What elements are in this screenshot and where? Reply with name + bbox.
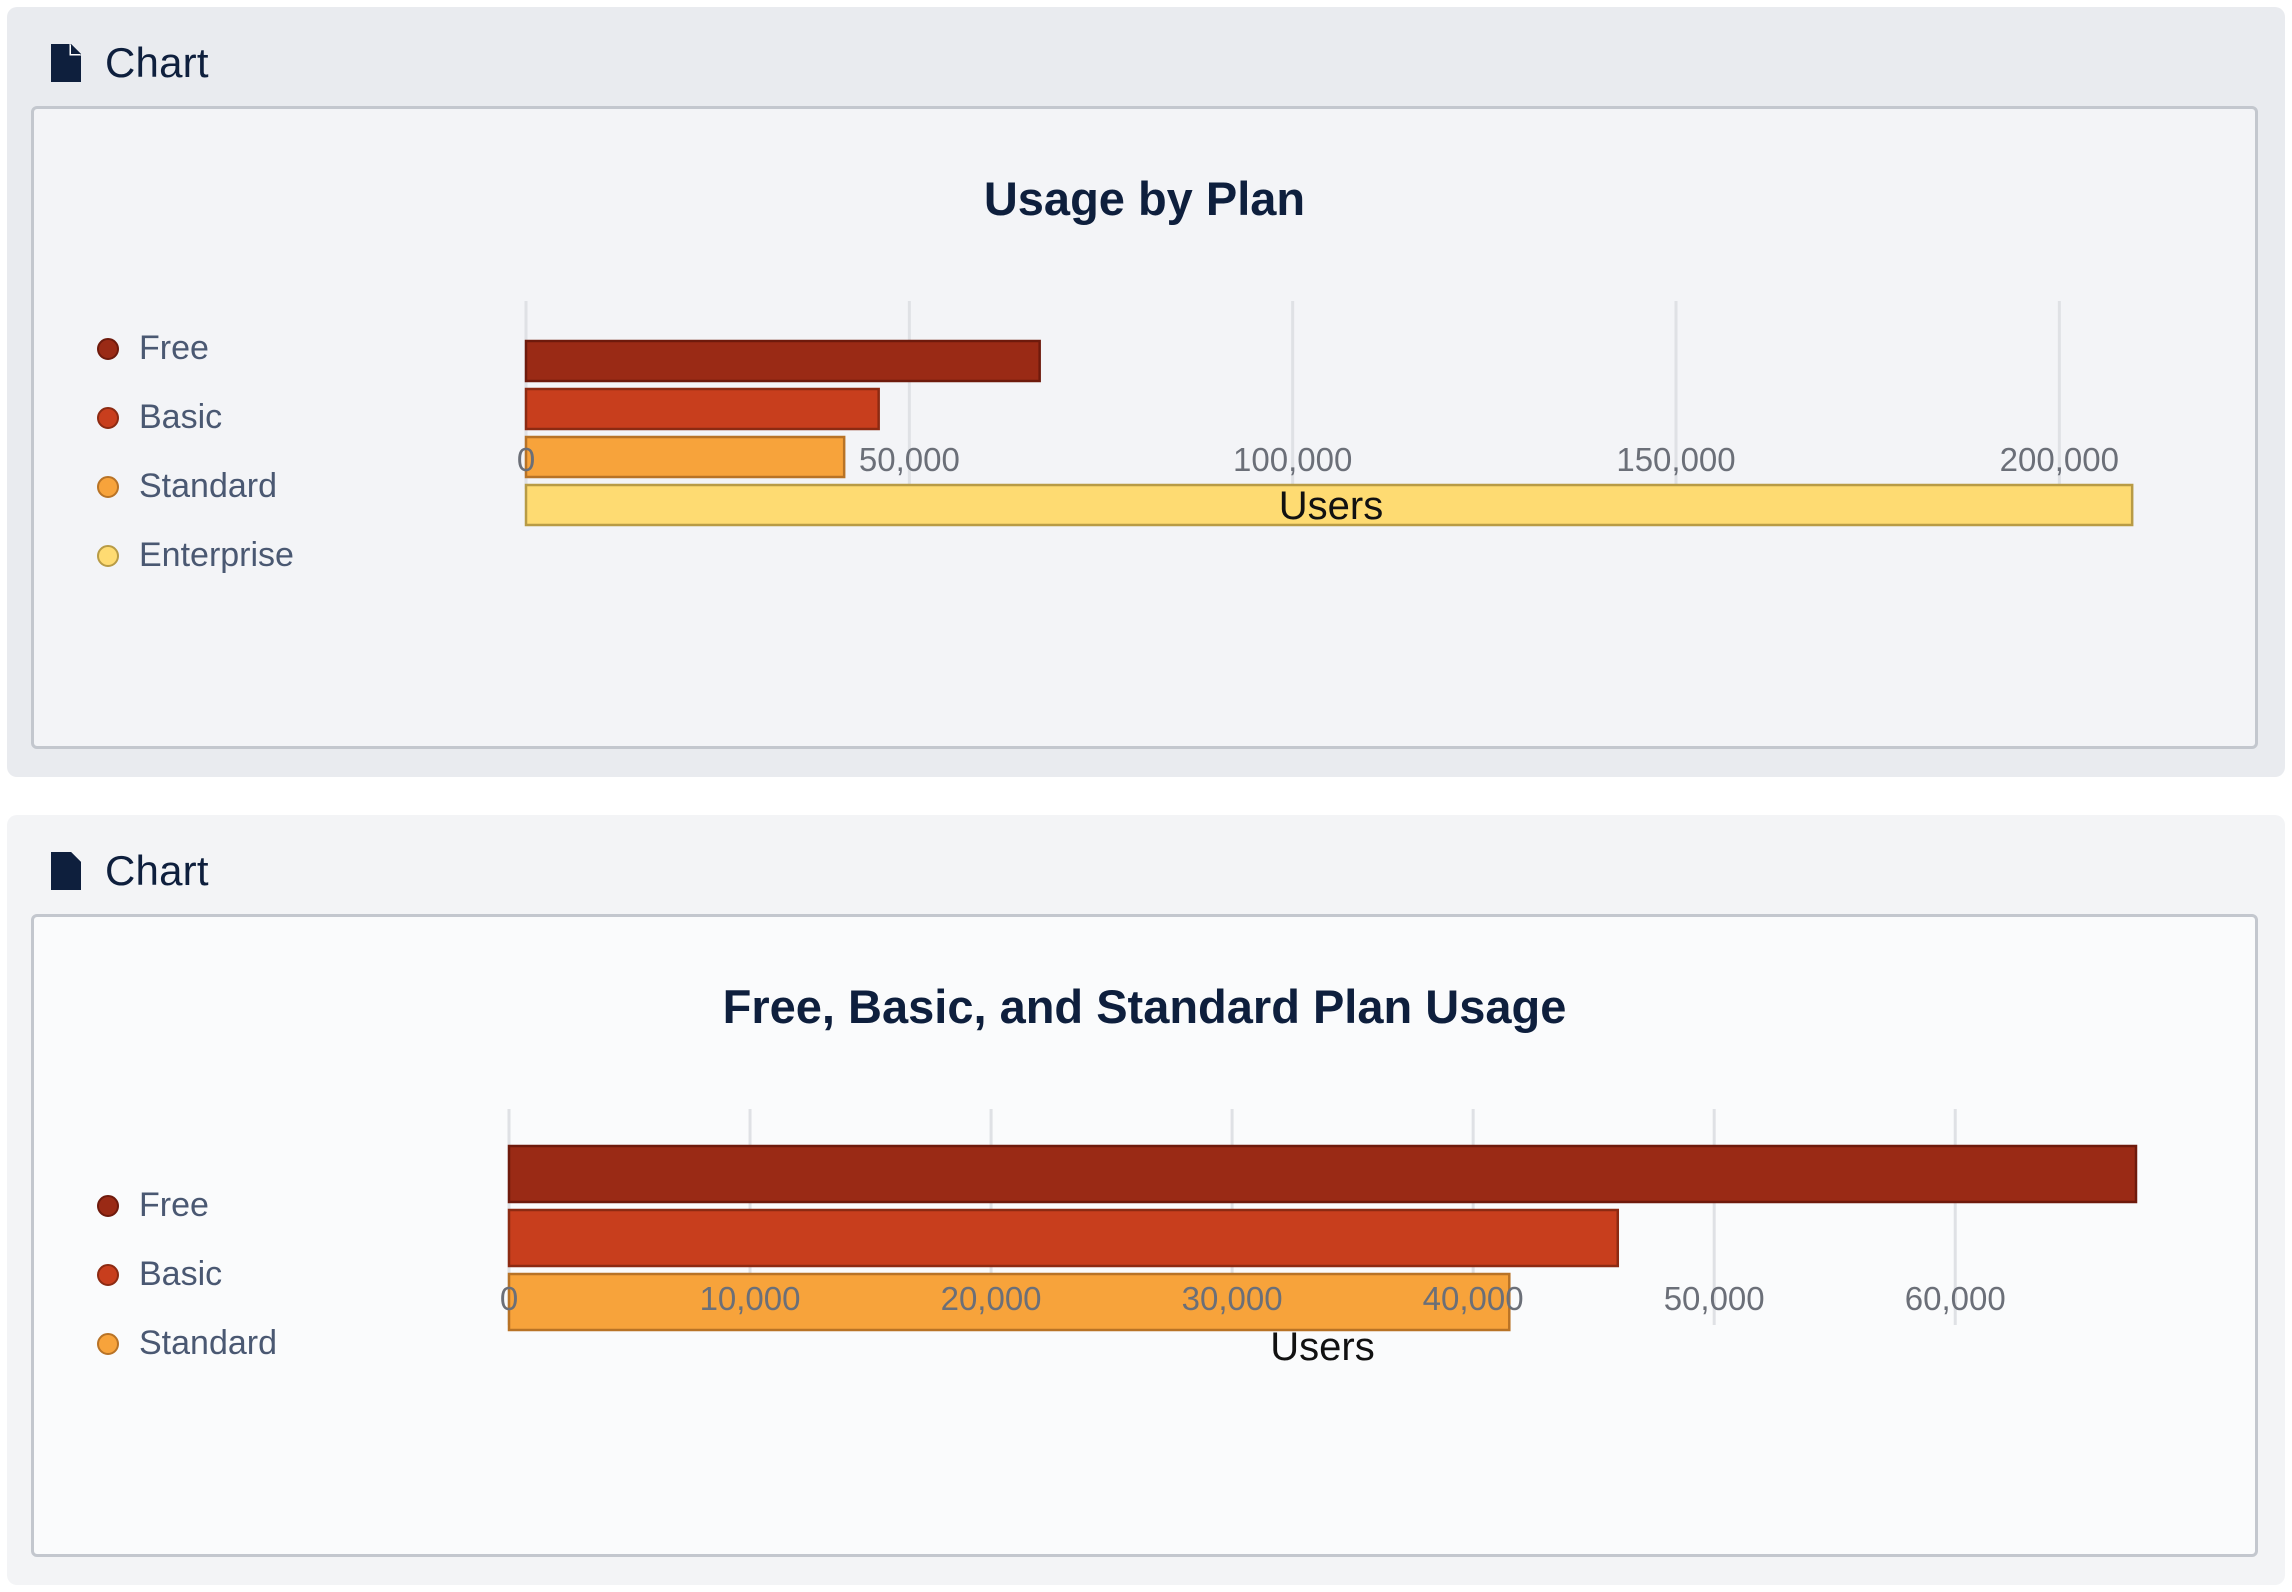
x-axis-label: Users xyxy=(1270,1325,1374,1369)
bar-basic xyxy=(524,387,880,431)
chart-card: Free, Basic, and Standard Plan Usage Fre… xyxy=(31,914,2258,1557)
legend-marker xyxy=(97,1263,119,1286)
legend-label: Standard xyxy=(139,1324,277,1362)
legend-label: Standard xyxy=(139,467,277,505)
legend-item-free: Free xyxy=(97,314,294,383)
document-icon xyxy=(51,852,81,890)
x-tick-label: 10,000 xyxy=(700,1280,801,1317)
legend-marker xyxy=(97,1194,119,1217)
legend-label: Free xyxy=(139,329,209,367)
legend-item-free: Free xyxy=(97,1171,277,1240)
chart-title: Free, Basic, and Standard Plan Usage xyxy=(722,980,1567,1033)
bar-chart-plot: 0 10,000 20,000 30,000 40,000 50,000 60,000 Use… xyxy=(500,1109,2138,1369)
legend-marker xyxy=(97,544,119,567)
chart-card: Usage by Plan Free Basic Standard Enterpris… xyxy=(31,106,2258,749)
x-tick-label: 150,000 xyxy=(1616,441,1735,478)
panel-header: Chart xyxy=(49,841,209,901)
x-tick-label: 60,000 xyxy=(1905,1280,2006,1317)
legend-label: Basic xyxy=(139,1255,223,1293)
bar-basic xyxy=(507,1208,1620,1268)
x-tick-label: 50,000 xyxy=(1664,1280,1765,1317)
chart-panel: Chart Usage by Plan Free Basic Standard Ent… xyxy=(7,7,2285,777)
bar-free xyxy=(524,339,1041,383)
bar-free xyxy=(507,1144,2138,1204)
x-tick-label: 30,000 xyxy=(1182,1280,1283,1317)
legend-marker xyxy=(97,337,119,360)
panel-header: Chart xyxy=(49,33,209,93)
legend-item-standard: Standard xyxy=(97,452,294,521)
x-tick-label: 20,000 xyxy=(941,1280,1042,1317)
x-axis-label: Users xyxy=(1279,484,1383,528)
bar-standard xyxy=(524,435,846,479)
panel-title: Chart xyxy=(105,39,209,86)
legend-item-standard: Standard xyxy=(97,1309,277,1378)
x-tick-label: 50,000 xyxy=(859,441,960,478)
x-tick-label: 200,000 xyxy=(2000,441,2119,478)
x-tick-label: 0 xyxy=(500,1280,518,1317)
chart-legend: Free Basic Standard xyxy=(97,1171,277,1378)
document-icon xyxy=(51,44,81,82)
chart-legend: Free Basic Standard Enterprise xyxy=(97,314,294,590)
legend-marker xyxy=(97,475,119,498)
legend-label: Free xyxy=(139,1186,209,1224)
legend-label: Basic xyxy=(139,398,223,436)
panel-title: Chart xyxy=(105,847,209,894)
x-tick-label: 40,000 xyxy=(1423,1280,1524,1317)
legend-item-basic: Basic xyxy=(97,383,294,452)
bar-enterprise xyxy=(524,483,2134,527)
x-tick-label: 100,000 xyxy=(1233,441,1352,478)
chart-panel: Chart Free, Basic, and Standard Plan Usa… xyxy=(7,815,2285,1585)
legend-item-enterprise: Enterprise xyxy=(97,521,294,590)
x-tick-label: 0 xyxy=(517,441,535,478)
legend-label: Enterprise xyxy=(139,536,294,574)
legend-marker xyxy=(97,406,119,429)
legend-item-basic: Basic xyxy=(97,1240,277,1309)
bar-chart-plot: 0 50,000 100,000 150,000 200,000 Users xyxy=(517,301,2134,528)
chart-title: Usage by Plan xyxy=(983,172,1306,225)
bar-standard xyxy=(507,1272,1511,1332)
legend-marker xyxy=(97,1332,119,1355)
